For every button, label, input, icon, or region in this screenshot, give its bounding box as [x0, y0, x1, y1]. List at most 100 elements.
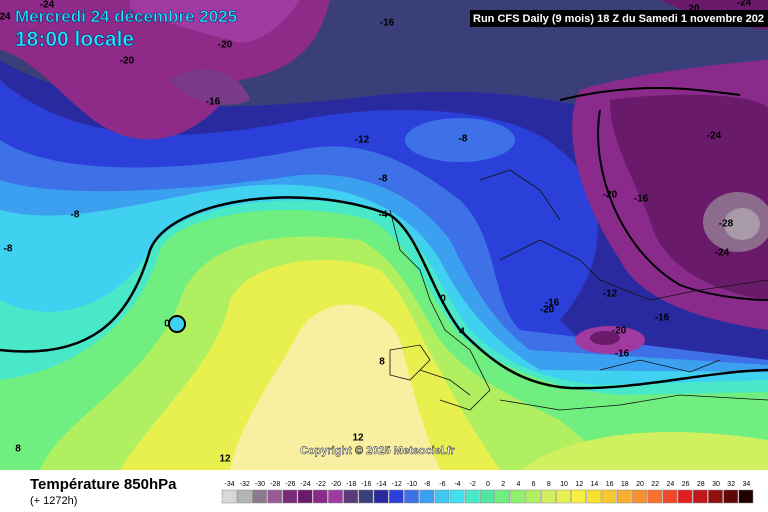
legend-label: 18	[621, 481, 629, 488]
legend-swatch	[252, 489, 267, 504]
legend-swatch	[464, 489, 480, 504]
legend-swatch	[297, 489, 313, 504]
contour-label: -16	[655, 313, 670, 324]
contour-label: -20	[218, 40, 233, 51]
legend-label: 28	[697, 481, 705, 488]
legend-label: -32	[240, 481, 250, 488]
legend-label: 12	[575, 481, 583, 488]
legend-label: 4	[516, 481, 520, 488]
contour-label: -12	[355, 135, 370, 146]
legend-swatch	[708, 489, 723, 504]
footer-lead: (+ 1272h)	[30, 495, 77, 507]
legend-label: 10	[560, 481, 568, 488]
legend-swatch	[312, 489, 328, 504]
legend-swatch	[723, 489, 739, 504]
run-info: Run CFS Daily (9 mois) 18 Z du Samedi 1 …	[473, 13, 764, 25]
legend: -34 -32 -30 -28 -26 -24 -22 -20 -18 -16 -14 -12 -10-…	[221, 481, 754, 504]
legend-swatch	[434, 489, 450, 504]
legend-label: -18	[346, 481, 356, 488]
date: Mercredi 24 décembre 2025	[15, 7, 237, 26]
contour-label: -16	[380, 18, 395, 29]
contour-label: -8	[71, 210, 80, 221]
legend-label: 26	[682, 481, 690, 488]
legend-label: 8	[547, 481, 551, 488]
legend-swatch	[388, 489, 404, 504]
legend-swatch	[267, 489, 283, 504]
contour-label: 8	[379, 357, 385, 368]
legend-swatch	[358, 489, 374, 504]
contour-label: -16	[634, 194, 649, 205]
contour-label: -20	[612, 326, 627, 337]
legend-swatch	[632, 489, 647, 504]
contour-label: -16	[615, 349, 630, 360]
legend-label: 16	[606, 481, 614, 488]
legend-label: -6	[439, 481, 445, 488]
legend-swatch	[647, 489, 663, 504]
legend-label: 20	[636, 481, 644, 488]
legend-swatch	[525, 489, 541, 504]
legend-swatch	[282, 489, 298, 504]
legend-label: -4	[454, 481, 460, 488]
contour-label: 12	[352, 433, 364, 444]
legend-label: -10	[407, 481, 417, 488]
legend-swatch	[616, 489, 632, 504]
legend-label: -16	[361, 481, 371, 488]
contour-label: 0	[440, 294, 446, 305]
contour-label: -28	[719, 219, 734, 230]
contour-label: -24	[715, 248, 730, 259]
legend-label: 2	[501, 481, 505, 488]
footer-title: Température 850hPa	[30, 476, 177, 493]
contour-label: -16	[206, 97, 221, 108]
legend-swatch	[677, 489, 693, 504]
legend-swatch	[495, 489, 511, 504]
legend-label: -24	[301, 481, 311, 488]
legend-swatch	[692, 489, 708, 504]
contour-label: -8	[4, 244, 13, 255]
temperature-map	[0, 0, 768, 470]
contour-label: -24	[707, 131, 722, 142]
contour-label: -20	[603, 190, 618, 201]
legend-swatch	[373, 489, 389, 504]
legend-label: 6	[532, 481, 536, 488]
copyright: Copyright © 2025 Meteociel.fr	[300, 445, 456, 457]
time: 18:00 locale	[15, 28, 134, 51]
legend-swatch	[586, 489, 602, 504]
legend-label: -28	[270, 481, 280, 488]
contour-label: -8	[379, 174, 388, 185]
legend-label: -20	[331, 481, 341, 488]
legend-swatch	[419, 489, 435, 504]
legend-label: 34	[743, 481, 751, 488]
legend-swatch	[571, 489, 587, 504]
contour-label: -24	[737, 0, 752, 9]
contour-label: 0	[164, 319, 170, 330]
contour-label: -8	[459, 134, 468, 145]
legend-label: -34	[225, 481, 235, 488]
legend-label: -14	[377, 481, 387, 488]
legend-swatch	[540, 489, 556, 504]
legend-swatch	[480, 489, 495, 504]
contour-label: -12	[603, 289, 618, 300]
contour-label: 24	[0, 12, 11, 23]
contour-label: 8	[15, 444, 21, 455]
legend-label: 32	[727, 481, 735, 488]
legend-swatch	[236, 489, 252, 504]
legend-label: 22	[651, 481, 659, 488]
legend-label: -22	[316, 481, 326, 488]
legend-swatch	[738, 489, 754, 504]
legend-swatch	[510, 489, 526, 504]
legend-label: 30	[712, 481, 720, 488]
legend-swatch	[343, 489, 359, 504]
legend-swatch	[328, 489, 343, 504]
contour-label: -16	[545, 298, 560, 309]
legend-swatch	[449, 489, 465, 504]
contour-label: 4	[459, 327, 465, 338]
legend-swatch	[601, 489, 617, 504]
legend-swatch	[662, 489, 678, 504]
contour-label: 20	[688, 4, 700, 15]
legend-label: 14	[591, 481, 599, 488]
contour-label: 12	[219, 454, 231, 465]
run-box	[470, 10, 768, 27]
legend-label: -30	[255, 481, 265, 488]
